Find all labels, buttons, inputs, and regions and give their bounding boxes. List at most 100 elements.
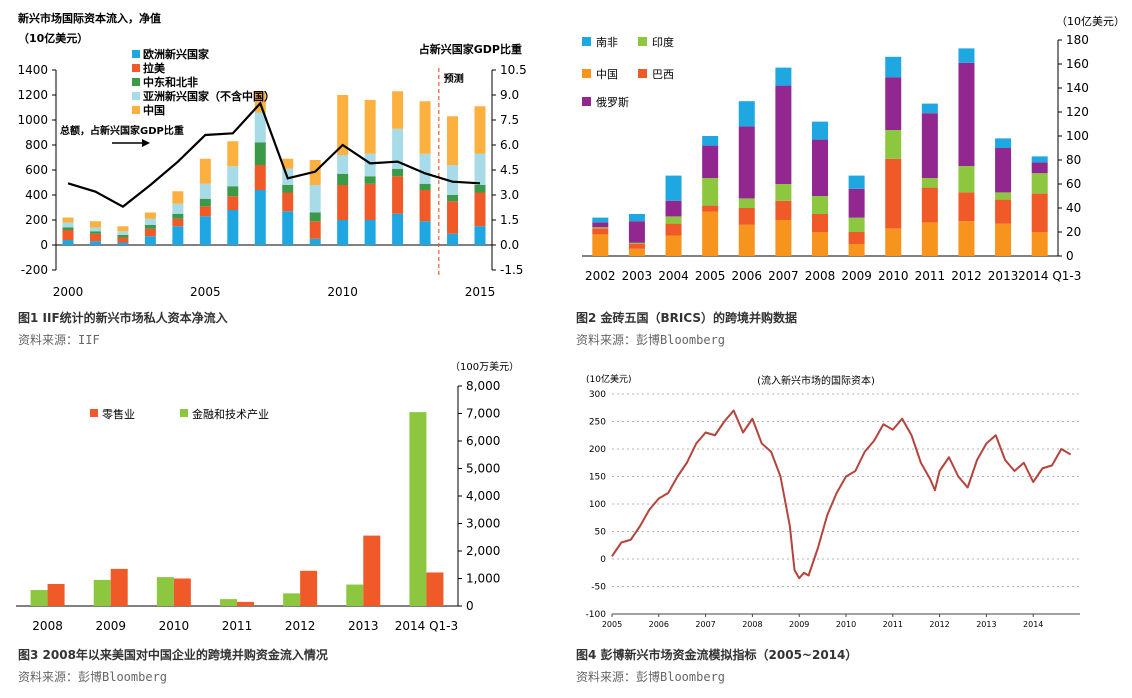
- chart1-bar-segment: [172, 203, 184, 214]
- chart1-bar-segment: [227, 196, 239, 210]
- chart3-bar: [220, 599, 237, 606]
- chart2-bar-segment: [995, 223, 1012, 256]
- chart4-title: (流入新兴市场的国际资本): [757, 374, 875, 387]
- chart2-x-tick-label: 2006: [731, 269, 762, 283]
- chart2-bar-segment: [812, 232, 828, 256]
- chart1-bar-segment: [254, 112, 266, 143]
- figure1-source: 资料来源：IIF: [18, 333, 100, 347]
- chart1-legend-swatch: [132, 92, 140, 100]
- chart1-bar-segment: [254, 142, 266, 165]
- chart3-ylabel: （100万美元）: [450, 360, 519, 373]
- chart1-legend-swatch: [132, 64, 140, 72]
- chart2-bar-segment: [702, 205, 719, 212]
- chart1-y2-tick-label: 3.0: [500, 188, 519, 202]
- chart2-bar-segment: [1031, 232, 1048, 256]
- chart2-x-tick-label: 2005: [695, 269, 726, 283]
- chart1-bar-segment: [419, 190, 431, 222]
- chart3-bar: [156, 577, 174, 606]
- chart3-bar: [110, 568, 128, 606]
- chart4-x-tick-label: 2013: [976, 620, 996, 629]
- chart1-bar-segment: [447, 201, 459, 234]
- chart2-bar-segment: [921, 113, 938, 178]
- chart1-y-tick-label: 200: [25, 213, 48, 227]
- chart3-bar: [300, 570, 318, 606]
- chart1-bar-segment: [199, 158, 211, 184]
- chart3-x-tick-label: 2010: [159, 619, 190, 633]
- chart2-legend-swatch: [582, 37, 591, 46]
- chart2-bar-segment: [958, 48, 975, 63]
- chart1-bar-segment: [447, 165, 459, 195]
- chart2-bar-segment: [665, 235, 682, 256]
- chart1-bar-segment: [117, 242, 129, 245]
- chart1-bar-segment: [282, 211, 294, 245]
- chart1-bar-segment: [227, 141, 239, 167]
- chart1-bar-segment: [227, 166, 239, 187]
- chart2-bar-segment: [921, 178, 938, 188]
- chart2-bar-segment: [665, 216, 682, 224]
- chart1-bar-segment: [447, 116, 459, 165]
- figure4-source: 资料来源：彭博Bloomberg: [576, 670, 726, 684]
- chart2-legend-label: 俄罗斯: [596, 96, 629, 109]
- chart3-y-tick-label: 6,000: [466, 434, 500, 448]
- chart2-bar-segment: [885, 56, 902, 78]
- chart2-bar-segment: [775, 200, 792, 220]
- chart2-legend-label: 南非: [596, 36, 618, 49]
- chart1-y2label: 占新兴国家GDP比重: [419, 42, 522, 56]
- chart2-y-tick-label: 0: [1066, 249, 1074, 263]
- chart1-bar-segment: [89, 231, 101, 234]
- chart2-bar-segment: [958, 192, 975, 222]
- chart3-legend-swatch: [90, 409, 98, 417]
- chart1-bar-segment: [364, 176, 376, 184]
- chart1-bar-segment: [364, 153, 376, 177]
- chart2-legend-swatch: [638, 69, 647, 78]
- chart1-bar-segment: [199, 206, 211, 217]
- chart1-bar-segment: [392, 91, 404, 129]
- chart2-x-tick-label: 2009: [841, 269, 872, 283]
- chart1-y2-tick-label: 4.5: [500, 163, 519, 177]
- chart2-bar-segment: [775, 67, 792, 86]
- chart3-x-tick-label: 2013: [348, 619, 379, 633]
- chart4-y-tick-label: -50: [591, 583, 606, 593]
- chart1-bar-segment: [364, 220, 376, 245]
- chart3-y-tick-label: 1,000: [466, 572, 500, 586]
- chart4-bloomberg-em-flow-index: (10亿美元) (流入新兴市场的国际资本) -100 -50 0 50 100 150 200 2…: [586, 373, 1080, 629]
- chart1-bar-segment: [309, 212, 321, 222]
- chart4-ylabel: (10亿美元): [586, 373, 631, 385]
- chart1-bar-segment: [254, 165, 266, 190]
- chart1-bar-segment: [419, 153, 431, 184]
- chart1-bar-segment: [117, 231, 129, 235]
- chart1-bar-segment: [117, 226, 129, 232]
- chart1-bar-segment: [474, 185, 486, 193]
- chart2-bar-segment: [1031, 173, 1048, 194]
- chart1-x-tick-label: 2010: [327, 285, 358, 299]
- chart4-y-tick-label: 100: [589, 500, 606, 510]
- chart1-bar-segment: [474, 226, 486, 245]
- chart3-x-tick-label: 2008: [32, 619, 63, 633]
- chart1-bar-segment: [364, 100, 376, 154]
- chart1-bar-segment: [89, 233, 101, 242]
- chart1-bar-segment: [419, 183, 431, 190]
- chart1-ylabel: （10亿美元）: [18, 31, 88, 45]
- chart1-bar-segment: [392, 128, 404, 169]
- chart1-bar-segment: [172, 218, 184, 227]
- chart2-bar-segment: [592, 228, 609, 235]
- chart1-bar-segment: [62, 240, 74, 245]
- chart3-y-tick-label: 8,000: [466, 379, 500, 393]
- chart2-x-tick-label: 2010: [878, 269, 909, 283]
- chart2-bar-segment: [921, 222, 938, 256]
- chart2-bar-segment: [738, 224, 755, 256]
- chart1-bar-segment: [337, 220, 349, 245]
- chart1-y2-tick-label: 6.0: [500, 138, 519, 152]
- chart2-brics-mna: （10亿美元） 0 20 40 60 80 100 120 140 160 180 2002 2003 2…: [582, 15, 1125, 283]
- chart2-bar-segment: [592, 227, 609, 229]
- chart2-y-tick-label: 180: [1066, 33, 1089, 47]
- chart2-bar-segment: [995, 148, 1012, 193]
- chart2-bar-segment: [628, 221, 645, 243]
- chart4-x-tick-label: 2014: [1023, 620, 1043, 629]
- chart1-x-tick-label: 2005: [190, 285, 221, 299]
- chart3-bar: [426, 572, 444, 606]
- chart1-bar-segment: [337, 185, 349, 220]
- chart1-y2-tick-label: 10.5: [500, 63, 527, 77]
- chart2-bar-segment: [702, 145, 719, 178]
- chart4-x-tick-label: 2010: [836, 620, 856, 629]
